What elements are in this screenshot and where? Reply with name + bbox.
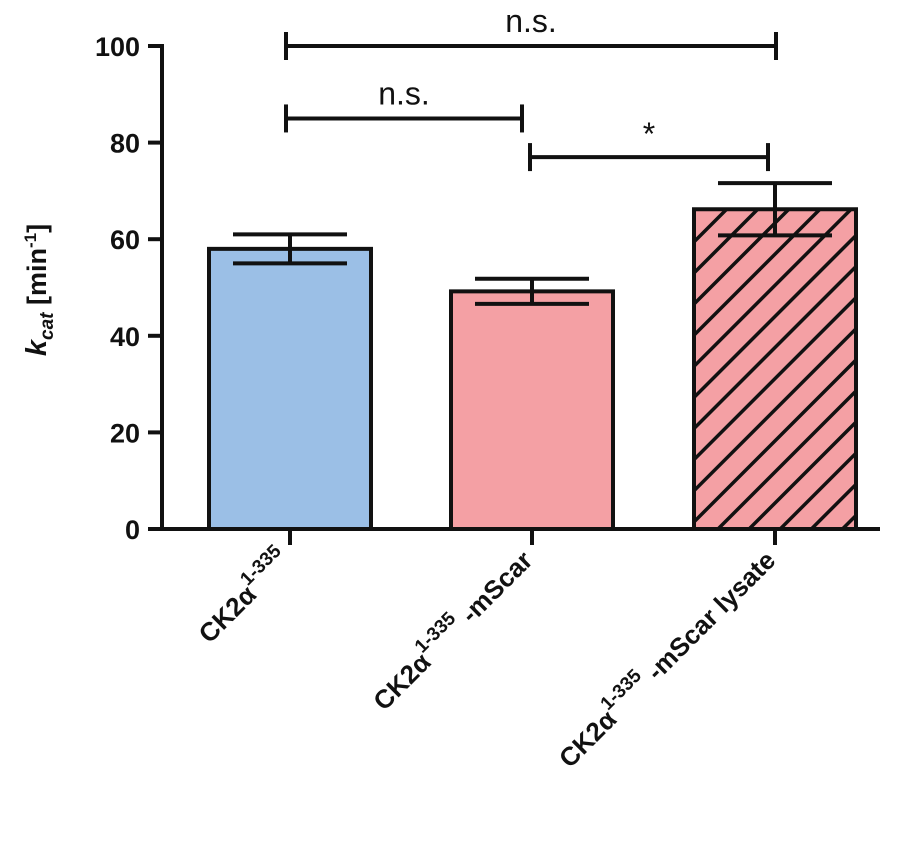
- error-bar-3: [718, 181, 832, 238]
- significance-bracket-2: *: [528, 116, 770, 172]
- error-bar-1: [233, 232, 347, 266]
- y-tick-label-20: 20: [110, 418, 140, 448]
- significance-label-1: n.s.: [378, 75, 430, 111]
- y-tick-label-100: 100: [95, 32, 140, 62]
- bar-2: [449, 289, 615, 532]
- x-tick-label-3: CK2α1-335 -mScar lysate: [549, 541, 782, 774]
- significance-label-2: *: [643, 116, 655, 152]
- bar-3: [692, 207, 858, 531]
- y-tick-label-40: 40: [110, 322, 140, 352]
- y-axis-label: kcat [min-1]: [21, 224, 58, 356]
- y-tick-label-80: 80: [110, 129, 140, 159]
- bar-1: [207, 246, 373, 532]
- significance-bracket-3: n.s.: [284, 3, 778, 60]
- significance-bracket-1: n.s.: [284, 75, 524, 133]
- significance-label-3: n.s.: [505, 3, 557, 39]
- x-tick-label-2: CK2α1-335 -mScar: [363, 541, 538, 716]
- x-tick-label-1: CK2α1-335: [188, 540, 296, 648]
- error-bar-2: [475, 276, 589, 306]
- y-tick-label-60: 60: [110, 225, 140, 255]
- y-tick-label-0: 0: [125, 515, 140, 545]
